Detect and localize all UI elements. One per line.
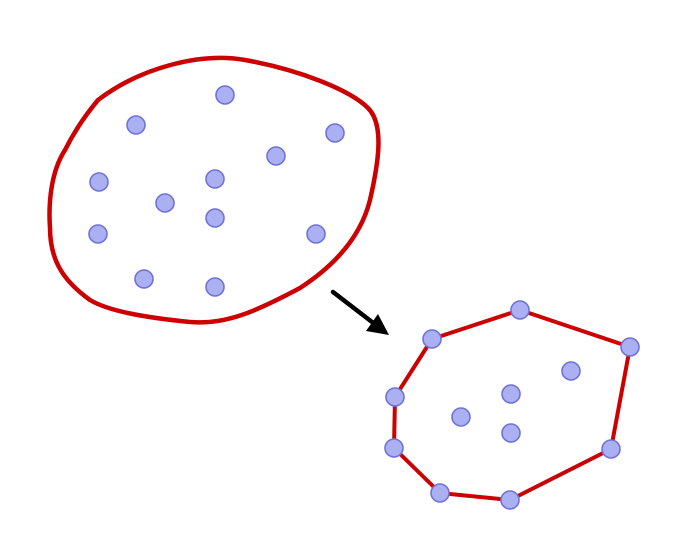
point (155, 193, 175, 213)
point (215, 85, 235, 105)
arrow-shaft (330, 289, 375, 325)
hull-vertex (430, 483, 450, 503)
unordered-point-set-group (47, 55, 381, 325)
arrow-down-right-icon (330, 289, 389, 335)
hull-vertex (500, 490, 520, 510)
point (88, 224, 108, 244)
interior-point (561, 361, 581, 381)
point (266, 146, 286, 166)
hull-vertex (385, 387, 405, 407)
interior-point (451, 407, 471, 427)
convex-hull-group (384, 300, 640, 510)
interior-point (501, 384, 521, 404)
hull-vertex (384, 438, 404, 458)
point (205, 208, 225, 228)
hull-vertex (510, 300, 530, 320)
point (325, 123, 345, 143)
point (89, 172, 109, 192)
arrow-head (366, 314, 389, 335)
freeform-boundary (47, 55, 381, 325)
hull-vertex (601, 439, 621, 459)
point (205, 169, 225, 189)
hull-vertex (422, 329, 442, 349)
point (134, 269, 154, 289)
hull-vertex (620, 337, 640, 357)
point (205, 277, 225, 297)
interior-point (501, 423, 521, 443)
point (306, 224, 326, 244)
point (126, 115, 146, 135)
